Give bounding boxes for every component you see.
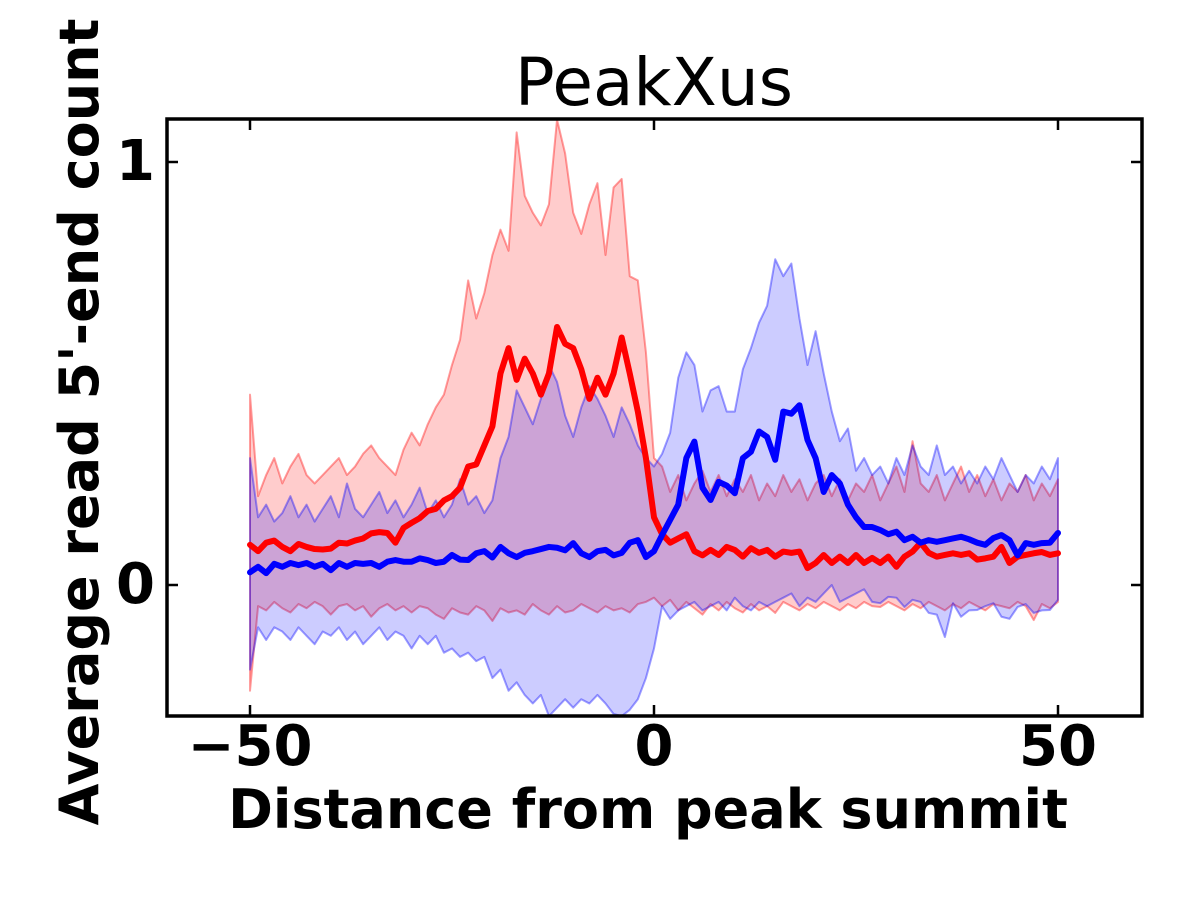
y-tick-label-1: 1	[116, 129, 155, 194]
y-tick-label-0: 0	[116, 552, 155, 617]
red-profile-mean-line	[247, 323, 1061, 572]
red-profile-confidence-band	[249, 119, 1059, 692]
x-tick-label-minus50: −50	[187, 714, 313, 779]
x-axis-label: Distance from peak summit	[228, 778, 1068, 841]
x-tick-label-0: 0	[634, 714, 674, 779]
x-tick-label-50: 50	[1019, 714, 1097, 779]
axis-ticks	[167, 119, 1142, 716]
blue-profile-mean-line	[247, 402, 1061, 577]
blue-profile-confidence-band	[249, 258, 1059, 716]
plot-area	[247, 119, 1061, 716]
chart-title: PeakXus	[514, 44, 794, 121]
